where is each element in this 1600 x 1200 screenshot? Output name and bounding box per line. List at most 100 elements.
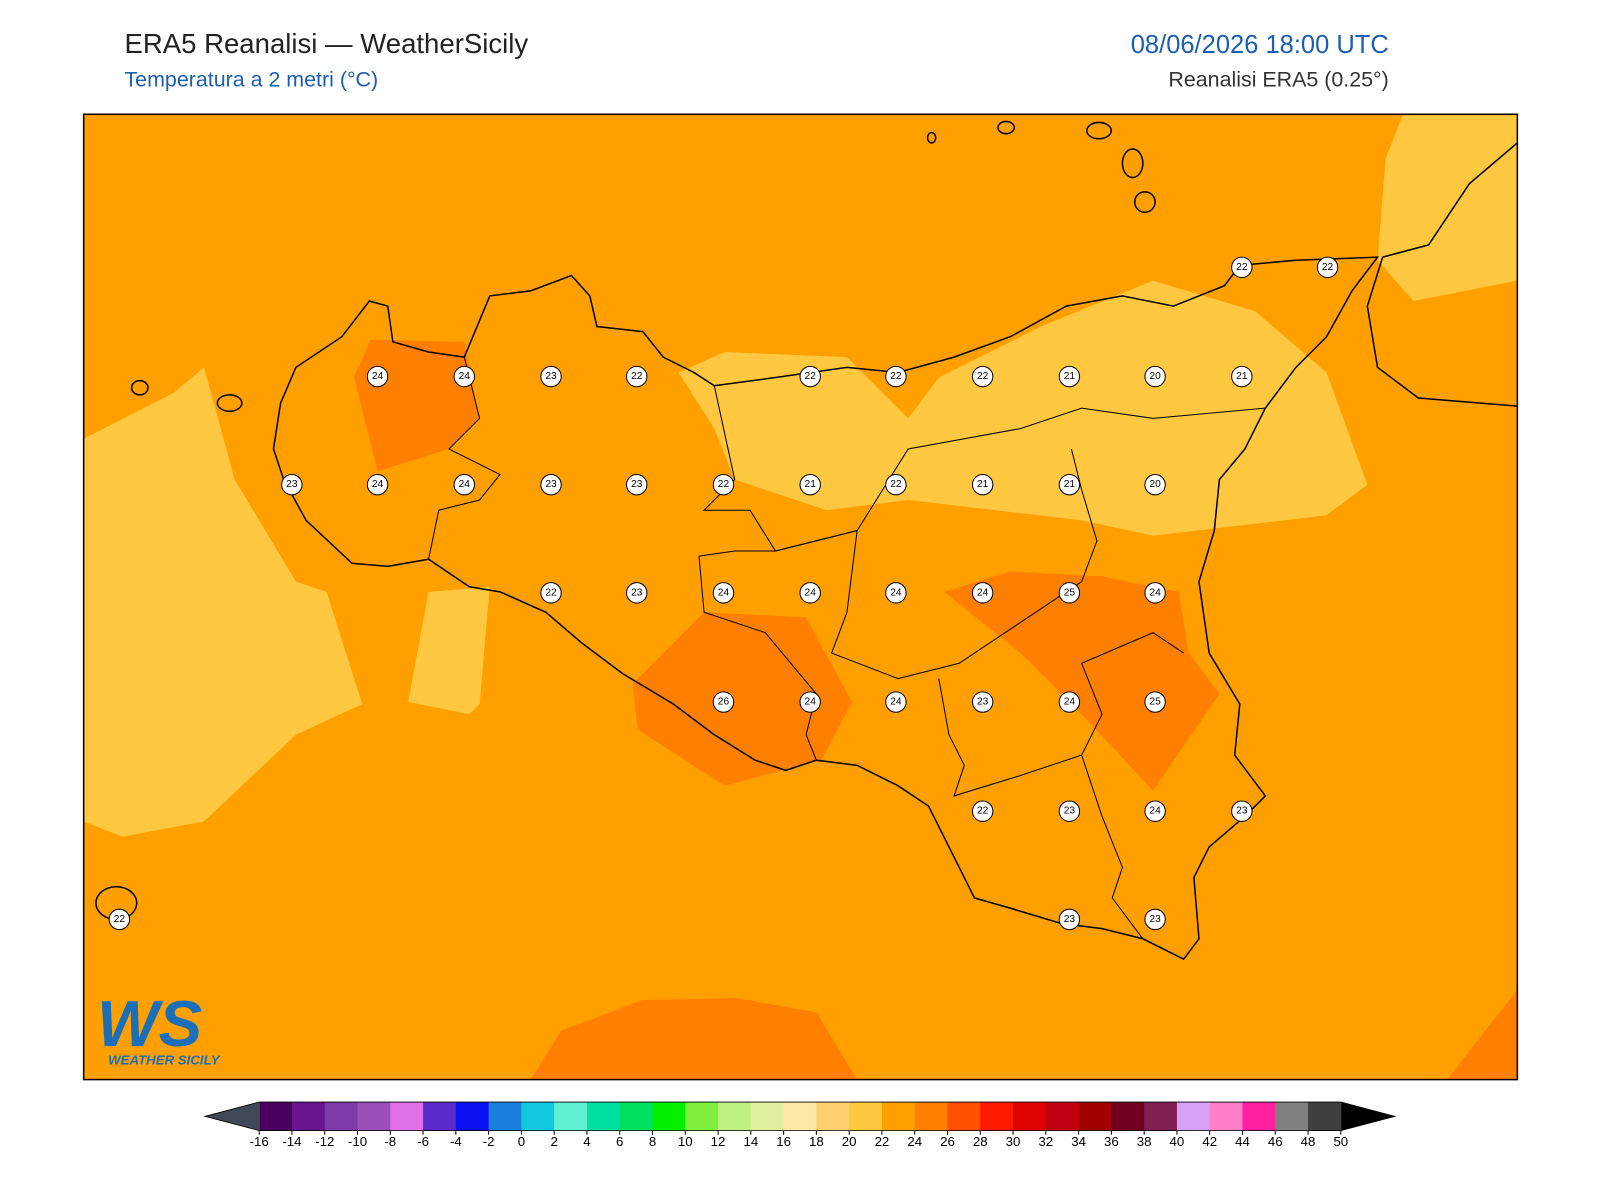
station: 26 [712,691,735,713]
colorbar-bin [849,1102,883,1131]
station: 23 [281,473,303,496]
station-dot [799,691,821,713]
station: 22 [1231,256,1253,279]
station-value: 24 [1149,587,1161,598]
station: 22 [799,365,821,388]
stations: 22 22 24 24 23 22 22 22 22 21 20 21 23 24 24 23 23 22 21 22… [108,256,1339,931]
station-value: 22 [718,479,730,490]
station-dot [1144,691,1166,713]
station-value: 23 [1236,806,1248,817]
colorbar-bin [619,1102,654,1131]
colorbar-tick-label: 8 [649,1134,656,1149]
station-dot [108,908,131,931]
colorbar-tick-label: 4 [583,1134,590,1149]
station-dot [971,473,994,496]
station-value: 22 [977,371,989,382]
station: 24 [885,582,907,604]
station-dot [453,473,475,496]
station-dot [366,473,389,496]
station-dot [1144,365,1166,388]
date: 08/06/2026 18:00 UTC [1131,31,1389,59]
colorbar-bin [324,1102,359,1131]
station-dot [626,473,648,496]
colorbar-tick-label: -10 [348,1134,367,1149]
logo-text: WEATHER SICILY [108,1052,221,1067]
station-dot [885,691,907,713]
station-value: 24 [372,371,384,382]
station: 22 [712,473,735,496]
station-dot [799,365,821,388]
station: 23 [1058,908,1081,931]
station-value: 20 [1149,371,1161,382]
station-dot [1144,800,1166,822]
colorbar-tick-label: 10 [678,1134,693,1149]
station-value: 24 [890,587,902,598]
station-dot [1231,365,1253,388]
station-dot [712,473,735,496]
colorbar-tick-label: -14 [282,1134,301,1149]
colorbar-tick-label: 38 [1137,1134,1152,1149]
station-dot [1058,365,1081,388]
colorbar-tick-label: 24 [907,1134,922,1149]
station-value: 22 [545,587,557,598]
colorbar-bin [1144,1102,1178,1131]
station: 23 [540,365,562,388]
colorbar-over [1340,1102,1395,1131]
station: 24 [1144,800,1166,822]
station-value: 24 [977,587,989,598]
station: 21 [799,473,821,496]
station-dot [799,582,821,604]
colorbar-tick-label: 44 [1235,1134,1250,1149]
station: 23 [626,473,648,496]
station-dot [971,800,994,822]
colorbar-bin [783,1102,817,1131]
colorbar-tick-label: 34 [1071,1134,1086,1149]
station: 24 [1058,691,1081,713]
colorbar-bin [554,1102,588,1131]
station-value: 24 [1149,806,1161,817]
colorbar-tick-label: 50 [1333,1134,1348,1149]
station-value: 22 [890,371,902,382]
station: 24 [1144,582,1166,604]
station: 21 [1058,365,1081,388]
colorbar-bin [947,1102,981,1131]
colorbar: -16 -14 -12 -10 -8 -6 -4 -2 0 2 4 6 8 10 12 14 16 18 20 22 2… [203,1101,1397,1149]
field-light [83,114,1518,837]
station: 24 [712,582,735,604]
logo: WS WEATHER SICILY [97,987,221,1067]
station: 22 [540,582,562,604]
colorbar-bin [1209,1102,1243,1131]
station-dot [1316,256,1339,279]
station-dot [885,582,907,604]
station: 24 [453,473,475,496]
colorbar-bin [357,1102,391,1131]
colorbar-tick-label: 28 [973,1134,988,1149]
station-value: 23 [977,697,989,708]
station-value: 22 [631,371,643,382]
colorbar-tick-label: 48 [1301,1134,1316,1149]
station: 23 [540,473,562,496]
station-dot [1058,473,1081,496]
station-dot [366,365,389,388]
station-dot [453,365,475,388]
colorbar-tick-label: 12 [711,1134,726,1149]
station-dot [885,473,907,496]
station: 24 [799,582,821,604]
station-dot [971,691,994,713]
colorbar-tick-label: 22 [875,1134,890,1149]
colorbar-bin [1078,1102,1112,1131]
colorbar-bin [521,1102,555,1131]
station-dot [971,582,994,604]
station: 24 [971,582,994,604]
station-dot [971,365,994,388]
colorbar-bin [816,1102,850,1131]
coastline [95,120,1518,961]
station: 22 [626,365,648,388]
station: 21 [1058,473,1081,496]
colorbar-tick-label: 40 [1170,1134,1185,1149]
colorbar-bin [652,1102,686,1131]
station: 24 [366,365,389,388]
station: 22 [1316,256,1339,279]
colorbar-bin [1045,1102,1080,1131]
colorbar-bin [291,1102,326,1131]
